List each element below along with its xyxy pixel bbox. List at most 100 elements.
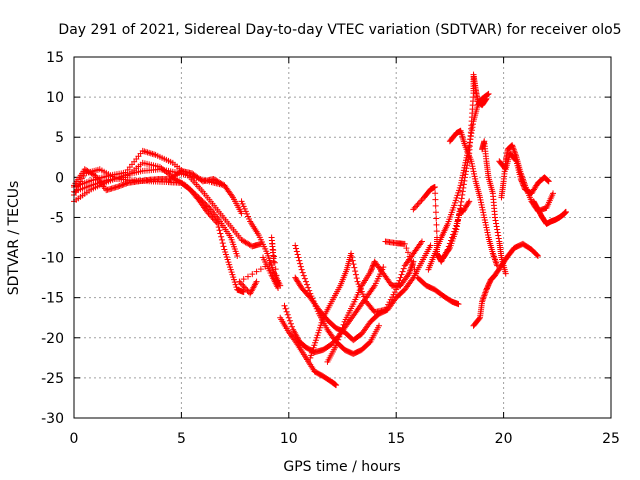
data-point <box>453 223 460 230</box>
data-point <box>334 339 341 346</box>
x-axis-label: GPS time / hours <box>283 459 400 475</box>
data-point <box>461 174 468 181</box>
data-point <box>418 238 425 245</box>
data-point <box>349 257 356 264</box>
data-point <box>283 308 290 315</box>
data-point <box>222 249 229 256</box>
data-point <box>495 232 502 239</box>
data-point <box>460 184 467 191</box>
data-point <box>463 165 470 172</box>
y-tick-label: 5 <box>55 130 64 146</box>
data-point <box>389 294 396 301</box>
data-point <box>401 240 408 247</box>
data-point <box>270 258 277 265</box>
data-point <box>229 271 236 278</box>
data-point <box>122 180 129 187</box>
data-point <box>299 269 306 276</box>
data-point <box>313 334 320 341</box>
data-point <box>457 202 464 209</box>
series-track-8 <box>277 314 340 389</box>
data-point <box>481 214 488 221</box>
data-point <box>409 261 416 268</box>
data-point <box>73 186 80 193</box>
data-point <box>336 333 343 340</box>
data-point <box>293 245 300 252</box>
data-point <box>306 287 313 294</box>
data-point <box>296 257 303 264</box>
data-point <box>465 199 472 206</box>
data-point <box>466 198 473 205</box>
data-point <box>123 180 130 187</box>
data-point <box>427 242 434 249</box>
data-point <box>458 198 465 205</box>
data-point <box>304 281 311 288</box>
x-tick-labels: 0 5 10 15 20 25 <box>70 431 620 447</box>
series-track-12 <box>307 238 425 361</box>
data-point <box>284 311 291 318</box>
data-point <box>350 261 357 268</box>
data-point <box>470 168 477 175</box>
data-point <box>216 227 223 234</box>
data-point <box>225 259 232 266</box>
data-point <box>232 281 239 288</box>
data-point <box>295 254 302 261</box>
data-point <box>333 382 340 389</box>
data-point <box>302 278 309 285</box>
data-point <box>360 293 367 300</box>
data-point <box>226 261 233 268</box>
data-point <box>113 183 120 190</box>
y-tick-label: -25 <box>41 371 64 387</box>
data-point <box>240 203 247 210</box>
y-tick-label: -15 <box>41 291 64 307</box>
data-point <box>494 229 501 236</box>
x-tick-label: 10 <box>280 431 298 447</box>
data-point <box>494 226 501 233</box>
data-point <box>468 158 475 165</box>
x-tick-label: 25 <box>602 431 620 447</box>
data-point <box>287 320 294 327</box>
data-point <box>460 181 467 188</box>
data-point <box>463 168 470 175</box>
data-point <box>493 223 500 230</box>
data-point <box>120 181 127 188</box>
data-point <box>456 211 463 218</box>
data-point <box>478 201 485 208</box>
data-point <box>432 196 439 203</box>
data-point <box>275 285 282 292</box>
data-point <box>396 277 403 284</box>
data-point <box>481 216 488 223</box>
data-point <box>485 231 492 238</box>
data-point <box>480 211 487 218</box>
data-point <box>214 220 221 227</box>
series-track-23 <box>530 198 569 227</box>
data-point <box>297 263 304 270</box>
data-point <box>249 271 256 278</box>
data-point <box>459 188 466 195</box>
data-points <box>71 71 569 389</box>
data-point <box>452 197 459 204</box>
data-point <box>457 205 464 212</box>
data-point <box>337 330 344 337</box>
data-point <box>376 322 383 329</box>
data-point <box>482 96 489 103</box>
data-point <box>274 278 281 285</box>
data-point <box>518 178 525 185</box>
data-point <box>464 159 471 166</box>
data-point <box>400 265 407 272</box>
series-track-5 <box>71 166 228 194</box>
data-point <box>352 268 359 275</box>
data-point <box>386 299 393 306</box>
data-point <box>431 183 438 190</box>
data-point <box>397 274 404 281</box>
data-point <box>411 266 418 273</box>
data-point <box>91 171 98 178</box>
data-point <box>432 209 439 216</box>
data-point <box>534 252 541 259</box>
data-point <box>239 200 246 207</box>
data-point <box>79 175 86 182</box>
data-point <box>367 268 374 275</box>
data-point <box>231 279 238 286</box>
data-point <box>317 322 324 329</box>
data-point <box>519 179 526 186</box>
